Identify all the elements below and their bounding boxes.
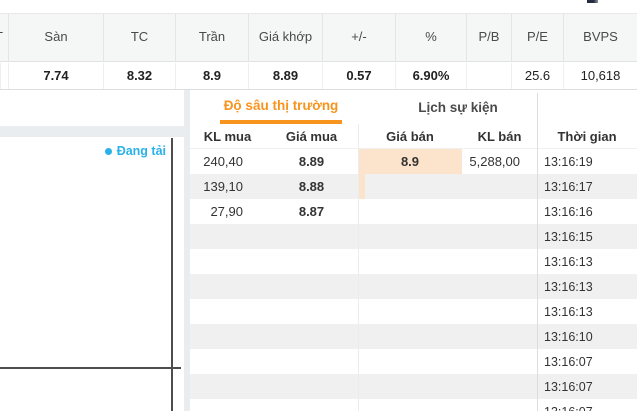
header-kl-ban: KL bán [477, 129, 522, 144]
loading-indicator: Đang tải [104, 144, 166, 158]
quote-col-percent-label: % [395, 14, 466, 61]
quote-col-tc-label: TC [103, 14, 175, 61]
depth-table-header: KL mua Giá mua Giá bán KL bán Thời gian [190, 124, 637, 149]
quote-value-clipped [0, 63, 8, 89]
trade-time: 13:16:07 [537, 399, 637, 411]
reference-price-value: 8.32 [103, 63, 175, 89]
loading-label: Đang tải [116, 144, 166, 158]
bid-price: 8.88 [298, 179, 325, 194]
bvps-value: 10,618 [563, 63, 637, 89]
quote-col-clipped: T [0, 14, 8, 61]
trade-time: 13:16:13 [544, 279, 593, 294]
depth-row: 13:16:15 [190, 224, 637, 249]
quote-col-san-label: Sàn [8, 14, 103, 61]
quote-col-change-label: +/- [322, 14, 395, 61]
bid-volume: 240,40 [203, 154, 243, 169]
quote-col-bvps-label: BVPS [563, 14, 637, 61]
trade-time: 13:16:07 [544, 379, 593, 394]
chart-x-axis [0, 367, 181, 369]
time-column-divider [537, 93, 538, 411]
quote-values-row: 7.74 8.32 8.9 8.89 0.57 6.90% 25.6 10,61… [0, 63, 637, 90]
quote-header-row: T Sàn TC Trần Giá khớp +/- % P/B P/E BVP… [0, 13, 637, 62]
ask-volume: 5,288,00 [469, 154, 520, 169]
header-thoi-gian: Thời gian [557, 129, 617, 144]
depth-row: 13:16:07 [190, 349, 637, 374]
trade-time: 13:16:07 [544, 354, 593, 369]
depth-row: 13:16:13 [190, 249, 637, 274]
trade-time: 13:16:13 [544, 304, 593, 319]
bid-price: 8.89 [298, 154, 325, 169]
depth-tabbar: Độ sâu thị trường Lịch sự kiện [190, 91, 637, 124]
pe-value: 25.6 [511, 63, 563, 89]
depth-row: 13:16:07 [190, 399, 637, 411]
depth-row: 13:16:13 [190, 274, 637, 299]
quote-col-pe-label: P/E [511, 14, 563, 61]
trade-time: 13:16:19 [544, 154, 593, 169]
trade-time: 13:16:17 [544, 179, 593, 194]
depth-row: 13:16:10 [190, 324, 637, 349]
bid-volume: 139,10 [203, 179, 243, 194]
price-chart-area: Đang tải [0, 137, 184, 411]
ask-volume [462, 174, 537, 199]
ask-price: 8.9 [358, 149, 462, 174]
bid-volume: 27,90 [210, 204, 243, 219]
header-gia-ban: Giá bán [386, 129, 434, 144]
bid-price: 8.87 [298, 204, 325, 219]
cut-off-icon [587, 0, 598, 3]
pb-value [466, 63, 511, 89]
change-value: 0.57 [322, 63, 395, 89]
chart-toolbar-area [0, 90, 184, 126]
ask-highlight-remnant [358, 174, 365, 199]
loading-dot-icon [104, 147, 112, 155]
bid-ask-divider [358, 124, 359, 411]
panel-gap [184, 90, 190, 411]
depth-row: 139,10 8.88 13:16:17 [190, 174, 637, 199]
quote-col-tran-label: Trần [175, 14, 248, 61]
matched-price-value: 8.89 [248, 63, 322, 89]
trade-time: 13:16:10 [544, 329, 593, 344]
tab-event-calendar[interactable]: Lịch sự kiện [418, 100, 498, 115]
ask-price [358, 199, 462, 224]
trade-time: 13:16:15 [544, 229, 593, 244]
depth-row: 13:16:13 [190, 299, 637, 324]
percent-change-value: 6.90% [395, 63, 466, 89]
quote-col-pb-label: P/B [466, 14, 511, 61]
header-kl-mua: KL mua [203, 129, 252, 144]
floor-price-value: 7.74 [8, 63, 103, 89]
ask-price [358, 174, 462, 199]
depth-row: 13:16:07 [190, 374, 637, 399]
header-gia-mua: Giá mua [285, 129, 338, 144]
market-depth-panel: Độ sâu thị trường Lịch sự kiện KL mua Gi… [190, 91, 637, 411]
depth-row: 240,40 8.89 8.9 5,288,00 13:16:19 [190, 149, 637, 174]
trade-time: 13:16:16 [544, 204, 593, 219]
ask-volume [462, 199, 537, 224]
chart-panel: Đang tải [0, 90, 184, 411]
tab-market-depth[interactable]: Độ sâu thị trường [220, 91, 342, 124]
quote-col-giakhop-label: Giá khớp [248, 14, 322, 61]
panel-separator [0, 126, 184, 137]
ceiling-price-value: 8.9 [175, 63, 248, 89]
quote-summary-table: T Sàn TC Trần Giá khớp +/- % P/B P/E BVP… [0, 0, 637, 90]
trade-time: 13:16:13 [544, 254, 593, 269]
chart-y-axis [171, 138, 173, 411]
depth-row: 27,90 8.87 13:16:16 [190, 199, 637, 224]
